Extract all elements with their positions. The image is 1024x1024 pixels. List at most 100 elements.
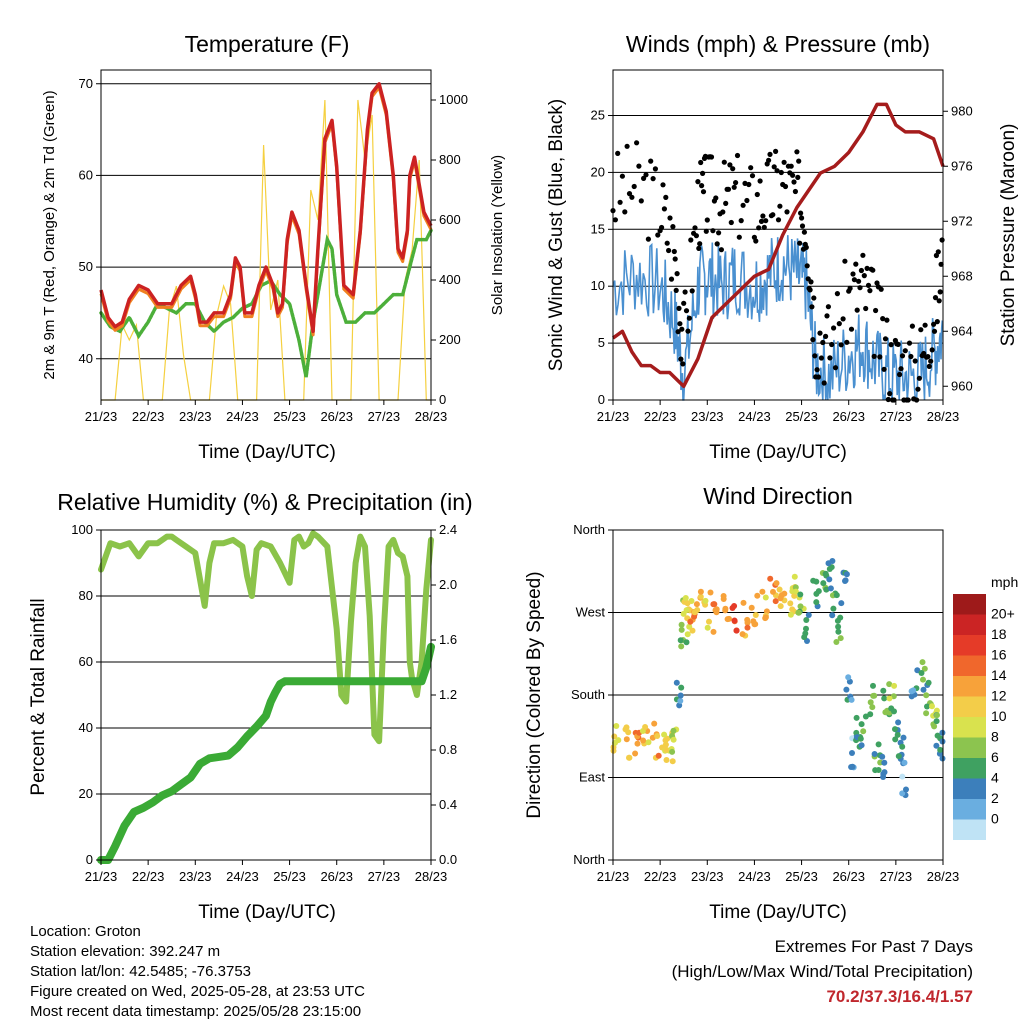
winds-ytick-right-label: 972	[951, 213, 973, 228]
direction-point	[729, 605, 736, 611]
winds-xtick-label: 26/23	[832, 409, 865, 424]
gust-point	[803, 244, 809, 250]
gust-point	[683, 308, 690, 314]
gust-point	[740, 202, 746, 208]
gust-point	[763, 218, 769, 224]
gust-point	[850, 271, 856, 277]
direction-point	[661, 731, 668, 738]
gust-point	[648, 158, 654, 164]
direction-point	[655, 752, 662, 759]
winds-plot-frame	[612, 69, 944, 401]
direction-point	[881, 769, 888, 776]
direction-point	[827, 585, 834, 592]
gust-point	[867, 288, 873, 294]
direction-point	[937, 746, 944, 753]
legend-label: 6	[991, 749, 999, 765]
gust-point	[874, 280, 880, 286]
direction-point	[929, 703, 935, 710]
direction-point	[670, 727, 677, 734]
direction-point	[789, 606, 796, 613]
relative-humidity-line	[98, 530, 434, 745]
direction-point	[677, 697, 684, 704]
gust-point	[799, 223, 806, 229]
temperature-ytick-right-label: 400	[439, 272, 461, 287]
extremes-box: Extremes For Past 7 Days (High/Low/Max W…	[672, 934, 973, 1009]
gust-point	[863, 305, 869, 312]
temperature-xtick-label: 22/23	[132, 409, 165, 424]
direction-point	[791, 573, 798, 580]
gust-point	[921, 350, 927, 357]
gust-point	[718, 247, 725, 253]
gust-point	[767, 151, 773, 157]
direction-point	[740, 599, 747, 606]
winds-ytick-right-label: 980	[951, 103, 973, 118]
direction-point	[722, 605, 729, 612]
gust-point	[699, 183, 705, 189]
gust-point	[778, 169, 784, 176]
gust-point	[821, 380, 827, 386]
winds-ylabel-left: Sonic Wind & Gust (Blue, Black)	[546, 99, 567, 371]
gust-point	[652, 166, 659, 172]
direction-point	[623, 724, 630, 731]
legend-swatch	[953, 676, 986, 697]
gust-point	[909, 323, 916, 329]
direction-point	[733, 627, 740, 634]
direction-xtick-label: 25/23	[785, 869, 818, 884]
direction-point	[682, 595, 689, 601]
direction-point	[837, 635, 844, 642]
direction-point	[934, 712, 940, 719]
direction-point	[759, 588, 766, 595]
direction-point	[867, 699, 874, 706]
gust-point	[629, 194, 635, 200]
direction-point	[803, 617, 810, 623]
direction-point	[772, 598, 779, 605]
direction-point	[843, 571, 850, 578]
gust-point	[760, 213, 766, 219]
legend-label: 2	[991, 790, 999, 806]
gust-point	[809, 304, 815, 310]
direction-point	[899, 773, 906, 780]
gust-point	[660, 182, 666, 188]
direction-point	[895, 719, 902, 726]
humidity-ytick-right-label: 1.2	[439, 687, 457, 702]
legend-swatch	[953, 758, 986, 779]
gust-point	[676, 305, 682, 311]
humidity-ytick-left-label: 100	[71, 522, 93, 537]
gust-point	[844, 339, 850, 345]
direction-point	[920, 686, 927, 693]
gust-point	[807, 287, 813, 293]
gust-point	[734, 152, 741, 159]
direction-point	[642, 724, 649, 730]
direction-point	[797, 591, 804, 598]
direction-point	[880, 687, 887, 694]
gust-point	[790, 172, 796, 178]
direction-point	[901, 759, 908, 766]
gust-point	[812, 353, 818, 359]
gust-point	[935, 249, 941, 255]
gust-point	[877, 354, 883, 360]
direction-point	[881, 759, 888, 766]
legend-swatch	[953, 655, 986, 676]
temperature-ytick-right-label: 200	[439, 332, 461, 347]
legend-swatch	[953, 717, 986, 738]
direction-point	[924, 703, 930, 710]
humidity-ytick-right-label: 0.4	[439, 797, 457, 812]
gust-point	[773, 148, 779, 154]
direction-ytick-label: East	[579, 770, 605, 785]
gust-point	[899, 353, 906, 359]
winds-xtick-label: 27/23	[880, 409, 913, 424]
gust-point	[795, 174, 801, 180]
gust-point	[831, 325, 837, 331]
direction-point	[848, 696, 855, 703]
direction-point	[921, 665, 928, 672]
temperature-ytick-left-label: 50	[79, 259, 93, 274]
extremes-subtitle: (High/Low/Max Wind/Total Precipitation)	[671, 962, 973, 981]
gust-point	[725, 186, 732, 192]
gust-point	[727, 162, 733, 168]
gust-point	[922, 322, 928, 328]
direction-point	[858, 742, 865, 749]
legend-swatch	[953, 635, 986, 656]
gust-point	[887, 391, 893, 397]
direction-point	[762, 594, 769, 601]
direction-point	[689, 627, 696, 634]
